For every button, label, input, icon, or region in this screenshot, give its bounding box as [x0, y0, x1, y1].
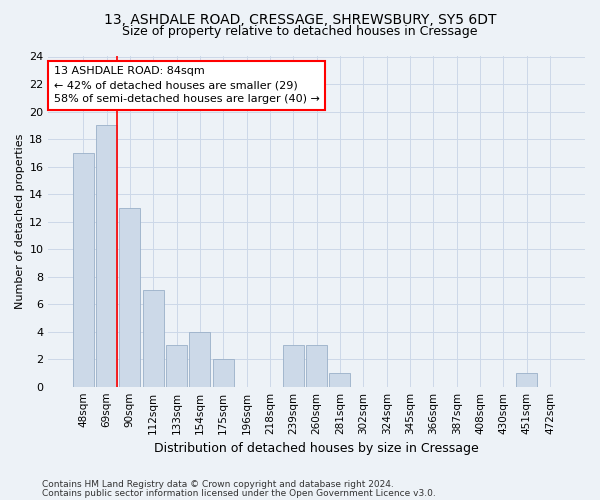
Y-axis label: Number of detached properties: Number of detached properties — [15, 134, 25, 310]
Bar — [283, 346, 304, 387]
Bar — [190, 332, 211, 386]
X-axis label: Distribution of detached houses by size in Cressage: Distribution of detached houses by size … — [154, 442, 479, 455]
Text: Contains public sector information licensed under the Open Government Licence v3: Contains public sector information licen… — [42, 488, 436, 498]
Text: 13 ASHDALE ROAD: 84sqm
← 42% of detached houses are smaller (29)
58% of semi-det: 13 ASHDALE ROAD: 84sqm ← 42% of detached… — [53, 66, 320, 104]
Bar — [143, 290, 164, 386]
Bar — [73, 153, 94, 386]
Bar — [213, 359, 234, 386]
Text: Size of property relative to detached houses in Cressage: Size of property relative to detached ho… — [122, 25, 478, 38]
Bar — [119, 208, 140, 386]
Bar — [329, 373, 350, 386]
Bar — [306, 346, 327, 387]
Bar — [166, 346, 187, 387]
Text: Contains HM Land Registry data © Crown copyright and database right 2024.: Contains HM Land Registry data © Crown c… — [42, 480, 394, 489]
Bar — [96, 126, 117, 386]
Bar — [516, 373, 537, 386]
Text: 13, ASHDALE ROAD, CRESSAGE, SHREWSBURY, SY5 6DT: 13, ASHDALE ROAD, CRESSAGE, SHREWSBURY, … — [104, 12, 496, 26]
